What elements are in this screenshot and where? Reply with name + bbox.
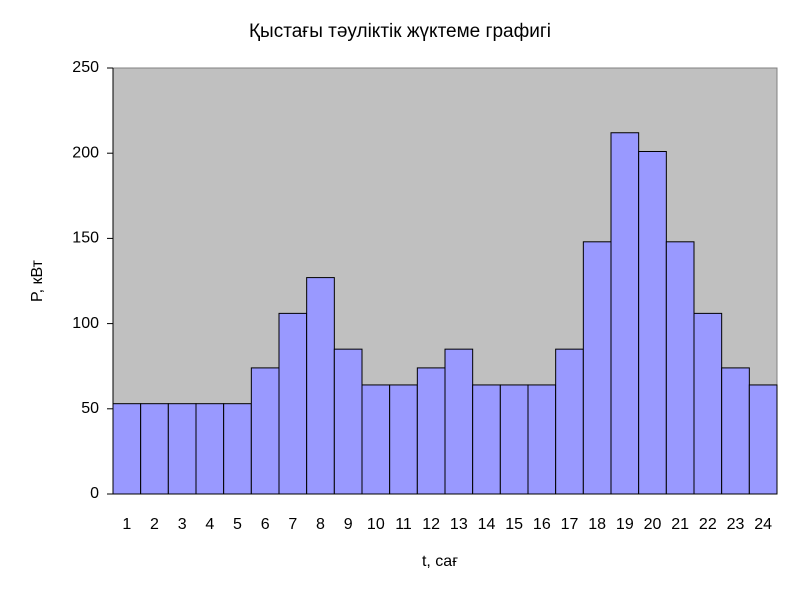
bar (638, 150, 667, 495)
bar (721, 367, 750, 495)
bar (389, 384, 418, 495)
bar (112, 403, 142, 495)
bar (223, 403, 252, 495)
bar (527, 384, 557, 495)
x-tick-label: 16 (533, 516, 551, 533)
bar (333, 348, 363, 495)
bar (306, 277, 335, 495)
bar (361, 384, 391, 495)
x-tick-label: 11 (395, 516, 412, 533)
bar (278, 312, 308, 495)
x-tick-label: 12 (422, 516, 440, 533)
x-tick-label: 14 (478, 516, 496, 533)
y-tick-label: 50 (81, 400, 99, 417)
x-tick-label: 17 (561, 516, 579, 533)
x-tick-label: 13 (450, 516, 468, 533)
x-tick-label: 18 (588, 516, 606, 533)
x-tick-label: 3 (178, 516, 187, 533)
x-tick-label: 22 (699, 516, 717, 533)
bar (195, 403, 225, 495)
y-axis-label: P, кВт (29, 259, 46, 302)
x-tick-label: 20 (644, 516, 662, 533)
x-tick-label: 8 (316, 516, 325, 533)
bar (167, 403, 197, 495)
x-tick-label: 4 (205, 516, 214, 533)
y-tick-label: 150 (72, 230, 99, 247)
bar (140, 403, 169, 495)
bar (472, 384, 501, 495)
bar (416, 367, 446, 495)
bar (748, 384, 778, 495)
x-tick-label: 2 (150, 516, 159, 533)
x-tick-label: 6 (261, 516, 270, 533)
x-tick-label: 10 (367, 516, 385, 533)
x-tick-label: 21 (671, 516, 689, 533)
x-tick-label: 9 (344, 516, 353, 533)
x-tick-label: 23 (727, 516, 745, 533)
x-tick-label: 19 (616, 516, 634, 533)
bar (555, 348, 584, 495)
x-tick-label: 7 (288, 516, 297, 533)
x-tick-label: 5 (233, 516, 242, 533)
y-tick-label: 250 (72, 59, 99, 76)
bar (444, 348, 474, 495)
bar (665, 241, 695, 495)
y-tick-label: 200 (72, 144, 99, 161)
bar (693, 312, 723, 495)
x-tick-label: 1 (122, 516, 131, 533)
bar (582, 241, 612, 495)
bar (610, 132, 640, 495)
bar (499, 384, 529, 495)
x-axis-label: t, сағ (422, 553, 458, 570)
x-tick-label: 24 (754, 516, 772, 533)
chart-title: Қыстағы тәуліктік жүктеме графигі (249, 21, 551, 42)
x-tick-label: 15 (505, 516, 523, 533)
y-tick-label: 100 (72, 315, 99, 332)
y-tick-label: 0 (90, 485, 99, 502)
bar (250, 367, 280, 495)
